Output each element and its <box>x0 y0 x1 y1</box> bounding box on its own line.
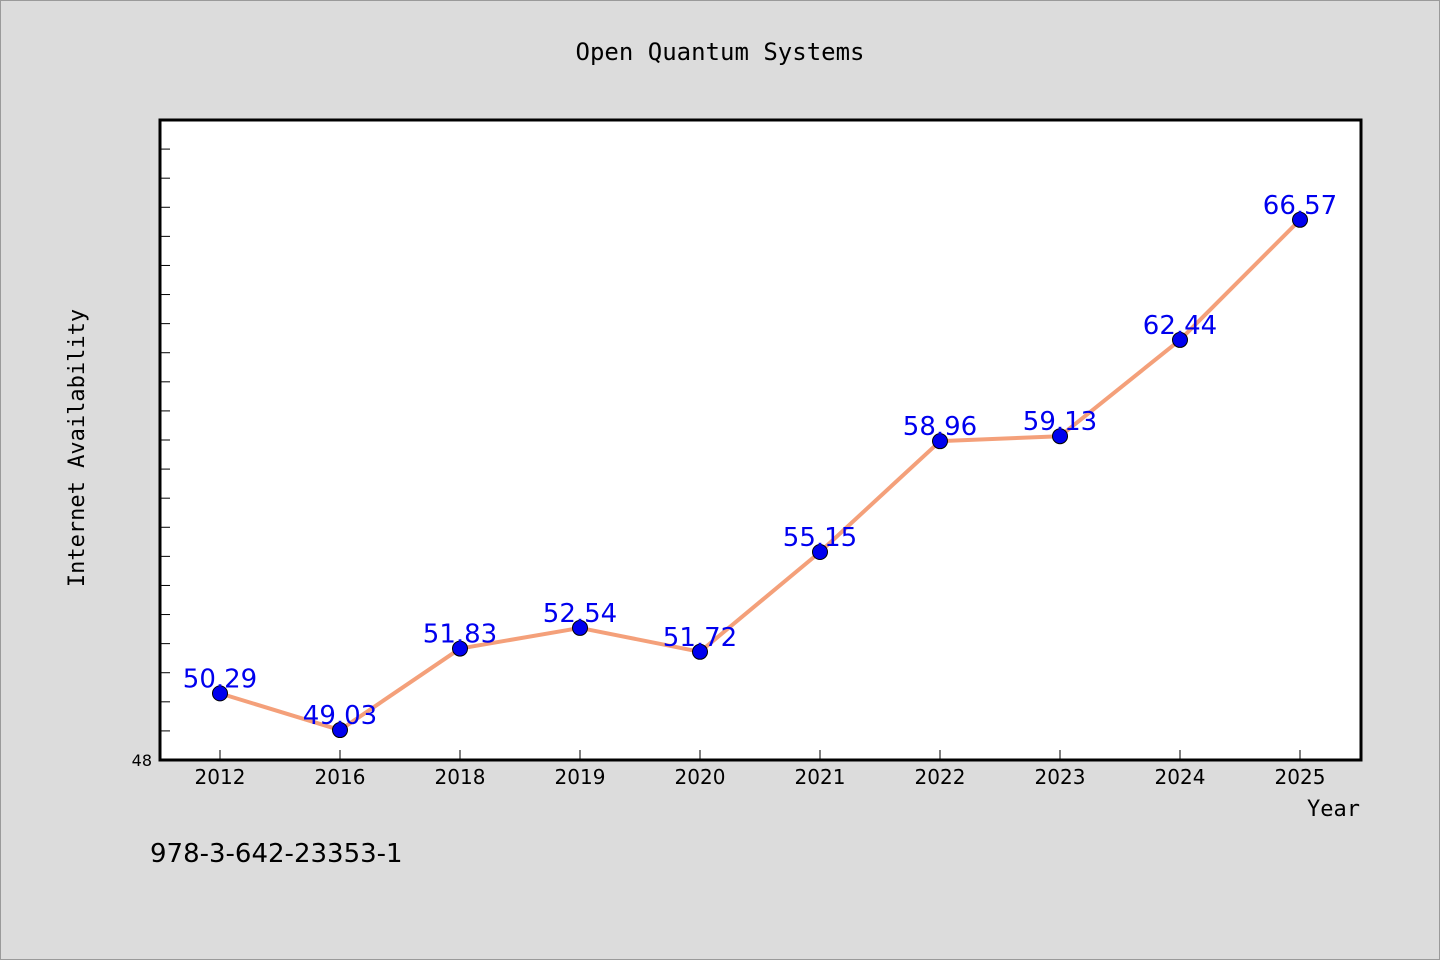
series-line <box>219 218 1302 733</box>
data-label-2024: 62.44 <box>1143 311 1217 341</box>
plot-area <box>158 118 1363 762</box>
data-label-2022: 58.96 <box>903 412 977 442</box>
marker-2012 <box>212 685 228 702</box>
data-label-2018: 51.83 <box>423 620 497 650</box>
data-label-2025: 66.57 <box>1263 191 1337 221</box>
data-label-2019: 52.54 <box>543 599 617 629</box>
data-label-2020: 51.72 <box>663 623 737 653</box>
chart-title: Open Quantum Systems <box>576 38 865 66</box>
x-tick-label-2012: 2012 <box>195 765 246 789</box>
marker-2025 <box>1292 211 1308 228</box>
data-label-2012: 50.29 <box>183 664 257 694</box>
x-tick-label-2021: 2021 <box>795 765 846 789</box>
x-tick-label-2016: 2016 <box>315 765 366 789</box>
data-label-2023: 59.13 <box>1023 407 1097 437</box>
data-label-2021: 55.15 <box>783 523 857 553</box>
x-tick-label-2025: 2025 <box>1275 765 1326 789</box>
y-tick-label-min: 48 <box>132 751 152 770</box>
data-labels: 50.29 49.03 51.83 52.54 51.72 55.15 58.96 59.13… <box>183 191 1337 731</box>
y-axis-label: Internet Availability <box>65 309 90 587</box>
marker-2024 <box>1172 331 1188 348</box>
x-tick-label-2020: 2020 <box>675 765 726 789</box>
marker-2016 <box>332 722 348 739</box>
marker-2020 <box>692 643 708 660</box>
marker-2021 <box>812 544 828 560</box>
footer-isbn: 978-3-642-23353-1 <box>150 839 403 869</box>
marker-2023 <box>1052 428 1068 445</box>
data-markers <box>212 211 1308 739</box>
x-tick-label-2019: 2019 <box>555 765 606 789</box>
data-label-2016: 49.03 <box>303 701 377 731</box>
x-axis-label: Year <box>1307 797 1360 822</box>
x-tick-label-2024: 2024 <box>1155 765 1206 789</box>
x-tick-label-2022: 2022 <box>915 765 966 789</box>
x-axis-ticks: 2012 2016 2018 2019 2020 2021 2022 2023 2024 2025 <box>195 750 1326 789</box>
y-axis-ticks <box>160 148 170 732</box>
x-tick-label-2018: 2018 <box>435 765 486 789</box>
x-tick-label-2023: 2023 <box>1035 765 1086 789</box>
marker-2019 <box>572 619 588 636</box>
marker-2018 <box>452 640 468 657</box>
marker-2022 <box>932 433 948 450</box>
